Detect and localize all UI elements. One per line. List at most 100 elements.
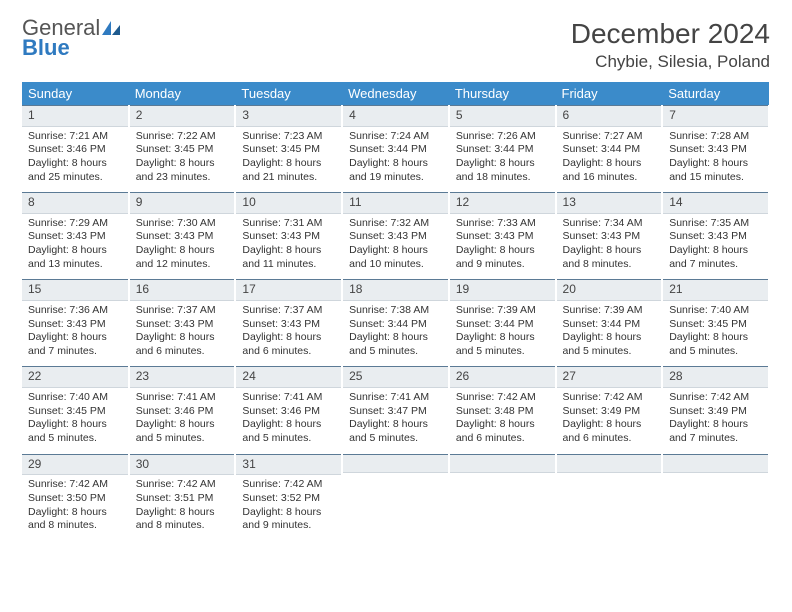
day-body: Sunrise: 7:34 AMSunset: 3:43 PMDaylight:… xyxy=(557,214,662,280)
day-number: 27 xyxy=(557,366,662,388)
sunset-text: Sunset: 3:44 PM xyxy=(563,143,656,157)
day-body: Sunrise: 7:27 AMSunset: 3:44 PMDaylight:… xyxy=(557,127,662,193)
day-number: 2 xyxy=(130,105,235,127)
sunrise-text: Sunrise: 7:40 AM xyxy=(28,391,122,405)
sunrise-text: Sunrise: 7:22 AM xyxy=(136,130,229,144)
daylight-text: Daylight: 8 hours and 5 minutes. xyxy=(28,418,122,445)
sunset-text: Sunset: 3:51 PM xyxy=(136,492,229,506)
sunrise-text: Sunrise: 7:39 AM xyxy=(456,304,549,318)
day-number: 22 xyxy=(22,366,128,388)
sunrise-text: Sunrise: 7:42 AM xyxy=(28,478,122,492)
day-body: Sunrise: 7:36 AMSunset: 3:43 PMDaylight:… xyxy=(22,301,128,367)
day-number: 10 xyxy=(236,192,341,214)
calendar-day: 5Sunrise: 7:26 AMSunset: 3:44 PMDaylight… xyxy=(449,105,556,192)
daylight-text: Daylight: 8 hours and 9 minutes. xyxy=(456,244,549,271)
sunset-text: Sunset: 3:44 PM xyxy=(349,143,442,157)
sunrise-text: Sunrise: 7:26 AM xyxy=(456,130,549,144)
calendar-week: 29Sunrise: 7:42 AMSunset: 3:50 PMDayligh… xyxy=(22,454,769,541)
calendar-day: 1Sunrise: 7:21 AMSunset: 3:46 PMDaylight… xyxy=(22,105,129,192)
calendar-day: 27Sunrise: 7:42 AMSunset: 3:49 PMDayligh… xyxy=(556,366,663,453)
day-body: Sunrise: 7:37 AMSunset: 3:43 PMDaylight:… xyxy=(236,301,341,367)
day-body: Sunrise: 7:41 AMSunset: 3:47 PMDaylight:… xyxy=(343,388,448,454)
sunset-text: Sunset: 3:49 PM xyxy=(563,405,656,419)
calendar-day: 7Sunrise: 7:28 AMSunset: 3:43 PMDaylight… xyxy=(662,105,769,192)
sunset-text: Sunset: 3:43 PM xyxy=(669,143,762,157)
sunrise-text: Sunrise: 7:42 AM xyxy=(563,391,656,405)
day-body: Sunrise: 7:29 AMSunset: 3:43 PMDaylight:… xyxy=(22,214,128,280)
calendar-day: 10Sunrise: 7:31 AMSunset: 3:43 PMDayligh… xyxy=(235,192,342,279)
day-body: Sunrise: 7:24 AMSunset: 3:44 PMDaylight:… xyxy=(343,127,448,193)
daylight-text: Daylight: 8 hours and 8 minutes. xyxy=(136,506,229,533)
daylight-text: Daylight: 8 hours and 9 minutes. xyxy=(242,506,335,533)
sunset-text: Sunset: 3:44 PM xyxy=(349,318,442,332)
sunset-text: Sunset: 3:49 PM xyxy=(669,405,762,419)
daylight-text: Daylight: 8 hours and 6 minutes. xyxy=(456,418,549,445)
day-body: Sunrise: 7:42 AMSunset: 3:49 PMDaylight:… xyxy=(663,388,768,454)
daylight-text: Daylight: 8 hours and 5 minutes. xyxy=(563,331,656,358)
day-number: 17 xyxy=(236,279,341,301)
daylight-text: Daylight: 8 hours and 12 minutes. xyxy=(136,244,229,271)
day-number: 28 xyxy=(663,366,768,388)
daylight-text: Daylight: 8 hours and 23 minutes. xyxy=(136,157,229,184)
sunset-text: Sunset: 3:43 PM xyxy=(242,230,335,244)
daylight-text: Daylight: 8 hours and 5 minutes. xyxy=(349,331,442,358)
day-number: 31 xyxy=(236,454,341,476)
day-body: Sunrise: 7:40 AMSunset: 3:45 PMDaylight:… xyxy=(22,388,128,454)
sunset-text: Sunset: 3:45 PM xyxy=(242,143,335,157)
day-body xyxy=(343,473,448,525)
sunset-text: Sunset: 3:46 PM xyxy=(136,405,229,419)
day-body: Sunrise: 7:22 AMSunset: 3:45 PMDaylight:… xyxy=(130,127,235,193)
day-body: Sunrise: 7:42 AMSunset: 3:51 PMDaylight:… xyxy=(130,475,235,541)
day-body xyxy=(557,473,662,525)
calendar-day: 18Sunrise: 7:38 AMSunset: 3:44 PMDayligh… xyxy=(342,279,449,366)
sunrise-text: Sunrise: 7:42 AM xyxy=(136,478,229,492)
day-body: Sunrise: 7:37 AMSunset: 3:43 PMDaylight:… xyxy=(130,301,235,367)
weekday-header: Sunday xyxy=(22,82,129,105)
day-body: Sunrise: 7:39 AMSunset: 3:44 PMDaylight:… xyxy=(450,301,555,367)
weekday-header: Monday xyxy=(129,82,236,105)
sunrise-text: Sunrise: 7:21 AM xyxy=(28,130,122,144)
calendar-week: 8Sunrise: 7:29 AMSunset: 3:43 PMDaylight… xyxy=(22,192,769,279)
calendar-day-empty xyxy=(449,454,556,541)
daylight-text: Daylight: 8 hours and 6 minutes. xyxy=(136,331,229,358)
calendar-day: 9Sunrise: 7:30 AMSunset: 3:43 PMDaylight… xyxy=(129,192,236,279)
weekday-header: Saturday xyxy=(662,82,769,105)
sunset-text: Sunset: 3:44 PM xyxy=(456,143,549,157)
calendar-day: 28Sunrise: 7:42 AMSunset: 3:49 PMDayligh… xyxy=(662,366,769,453)
calendar-head: SundayMondayTuesdayWednesdayThursdayFrid… xyxy=(22,82,769,105)
calendar-day: 21Sunrise: 7:40 AMSunset: 3:45 PMDayligh… xyxy=(662,279,769,366)
sunrise-text: Sunrise: 7:42 AM xyxy=(242,478,335,492)
day-number: 18 xyxy=(343,279,448,301)
day-body: Sunrise: 7:38 AMSunset: 3:44 PMDaylight:… xyxy=(343,301,448,367)
sunset-text: Sunset: 3:43 PM xyxy=(563,230,656,244)
day-body: Sunrise: 7:42 AMSunset: 3:52 PMDaylight:… xyxy=(236,475,341,541)
day-body: Sunrise: 7:40 AMSunset: 3:45 PMDaylight:… xyxy=(663,301,768,367)
day-number: 13 xyxy=(557,192,662,214)
day-number xyxy=(557,454,662,473)
day-number: 15 xyxy=(22,279,128,301)
day-number: 12 xyxy=(450,192,555,214)
sunrise-text: Sunrise: 7:41 AM xyxy=(136,391,229,405)
brand-logo: General Blue xyxy=(22,18,120,58)
calendar-table: SundayMondayTuesdayWednesdayThursdayFrid… xyxy=(22,82,770,541)
sunrise-text: Sunrise: 7:31 AM xyxy=(242,217,335,231)
sunset-text: Sunset: 3:46 PM xyxy=(242,405,335,419)
sunset-text: Sunset: 3:45 PM xyxy=(669,318,762,332)
daylight-text: Daylight: 8 hours and 5 minutes. xyxy=(669,331,762,358)
calendar-day: 8Sunrise: 7:29 AMSunset: 3:43 PMDaylight… xyxy=(22,192,129,279)
day-number: 4 xyxy=(343,105,448,127)
day-number: 24 xyxy=(236,366,341,388)
sunset-text: Sunset: 3:43 PM xyxy=(28,318,122,332)
day-number: 26 xyxy=(450,366,555,388)
calendar-week: 22Sunrise: 7:40 AMSunset: 3:45 PMDayligh… xyxy=(22,366,769,453)
calendar-day: 19Sunrise: 7:39 AMSunset: 3:44 PMDayligh… xyxy=(449,279,556,366)
calendar-day: 26Sunrise: 7:42 AMSunset: 3:48 PMDayligh… xyxy=(449,366,556,453)
sunrise-text: Sunrise: 7:37 AM xyxy=(242,304,335,318)
brand-text: General Blue xyxy=(22,18,120,58)
sunset-text: Sunset: 3:50 PM xyxy=(28,492,122,506)
daylight-text: Daylight: 8 hours and 5 minutes. xyxy=(136,418,229,445)
sunrise-text: Sunrise: 7:41 AM xyxy=(242,391,335,405)
calendar-day: 11Sunrise: 7:32 AMSunset: 3:43 PMDayligh… xyxy=(342,192,449,279)
calendar-day: 17Sunrise: 7:37 AMSunset: 3:43 PMDayligh… xyxy=(235,279,342,366)
sunset-text: Sunset: 3:43 PM xyxy=(456,230,549,244)
